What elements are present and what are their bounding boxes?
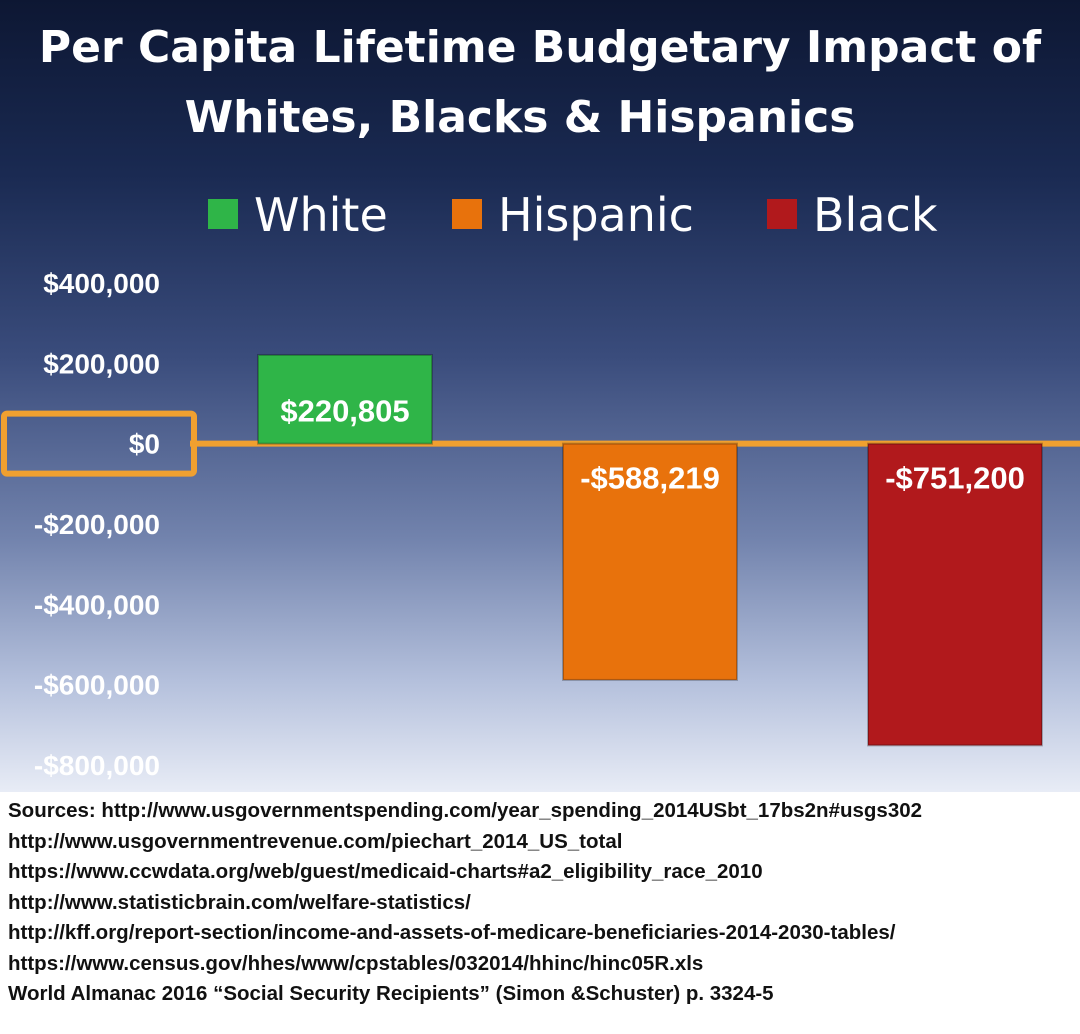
source-line: http://www.statisticbrain.com/welfare-st… (8, 890, 471, 914)
bar-white (257, 353, 433, 445)
y-tick-label: $200,000 (43, 348, 160, 379)
y-tick-label: -$400,000 (34, 589, 160, 620)
bar-value-label: $220,805 (280, 394, 409, 429)
chart-title-line-2: Whites, Blacks & Hispanics (185, 92, 856, 143)
legend-swatch (208, 199, 238, 229)
source-line: https://www.ccwdata.org/web/guest/medica… (8, 860, 763, 883)
y-tick-label: -$200,000 (34, 509, 160, 540)
source-line: http://www.usgovernmentrevenue.com/piech… (8, 829, 623, 853)
source-line: http://kff.org/report-section/income-and… (8, 921, 896, 944)
legend-label: Black (813, 188, 938, 242)
source-line: https://www.census.gov/hhes/www/cpstable… (8, 951, 704, 975)
y-tick-label: -$800,000 (34, 750, 160, 781)
legend-swatch (452, 199, 482, 229)
sources-list: Sources: http://www.usgovernmentspending… (8, 796, 1074, 1010)
bars: $220,805 -$588,219 -$751,200 (257, 353, 1043, 747)
y-tick-label: -$600,000 (34, 670, 160, 701)
legend-label: Hispanic (498, 188, 694, 242)
y-tick-label: $0 (129, 429, 160, 460)
bar-black (867, 442, 1043, 747)
legend-item-hispanic: Hispanic (452, 188, 694, 242)
bar-value-label: -$588,219 (580, 461, 720, 496)
legend-item-black: Black (767, 188, 938, 242)
bar-group-white: $220,805 (257, 353, 433, 445)
bar-chart: Per Capita Lifetime Budgetary Impact of … (1, 22, 1080, 781)
source-line: Sources: http://www.usgovernmentspending… (8, 799, 923, 822)
legend-label: White (254, 188, 388, 242)
bar-group-hispanic: -$588,219 (562, 442, 738, 681)
y-tick-label: $400,000 (43, 268, 160, 299)
chart-title-line-1: Per Capita Lifetime Budgetary Impact of (39, 22, 1042, 73)
legend-swatch (767, 199, 797, 229)
source-line: World Almanac 2016 “Social Security Reci… (8, 982, 774, 1005)
legend-item-white: White (208, 188, 388, 242)
bar-value-label: -$751,200 (885, 461, 1025, 496)
chart-panel: Per Capita Lifetime Budgetary Impact of … (0, 0, 1080, 792)
chart-legend: White Hispanic Black (208, 188, 938, 242)
bar-hispanic (562, 442, 738, 681)
bar-group-black: -$751,200 (867, 442, 1043, 747)
zero-highlight-box (1, 410, 197, 477)
